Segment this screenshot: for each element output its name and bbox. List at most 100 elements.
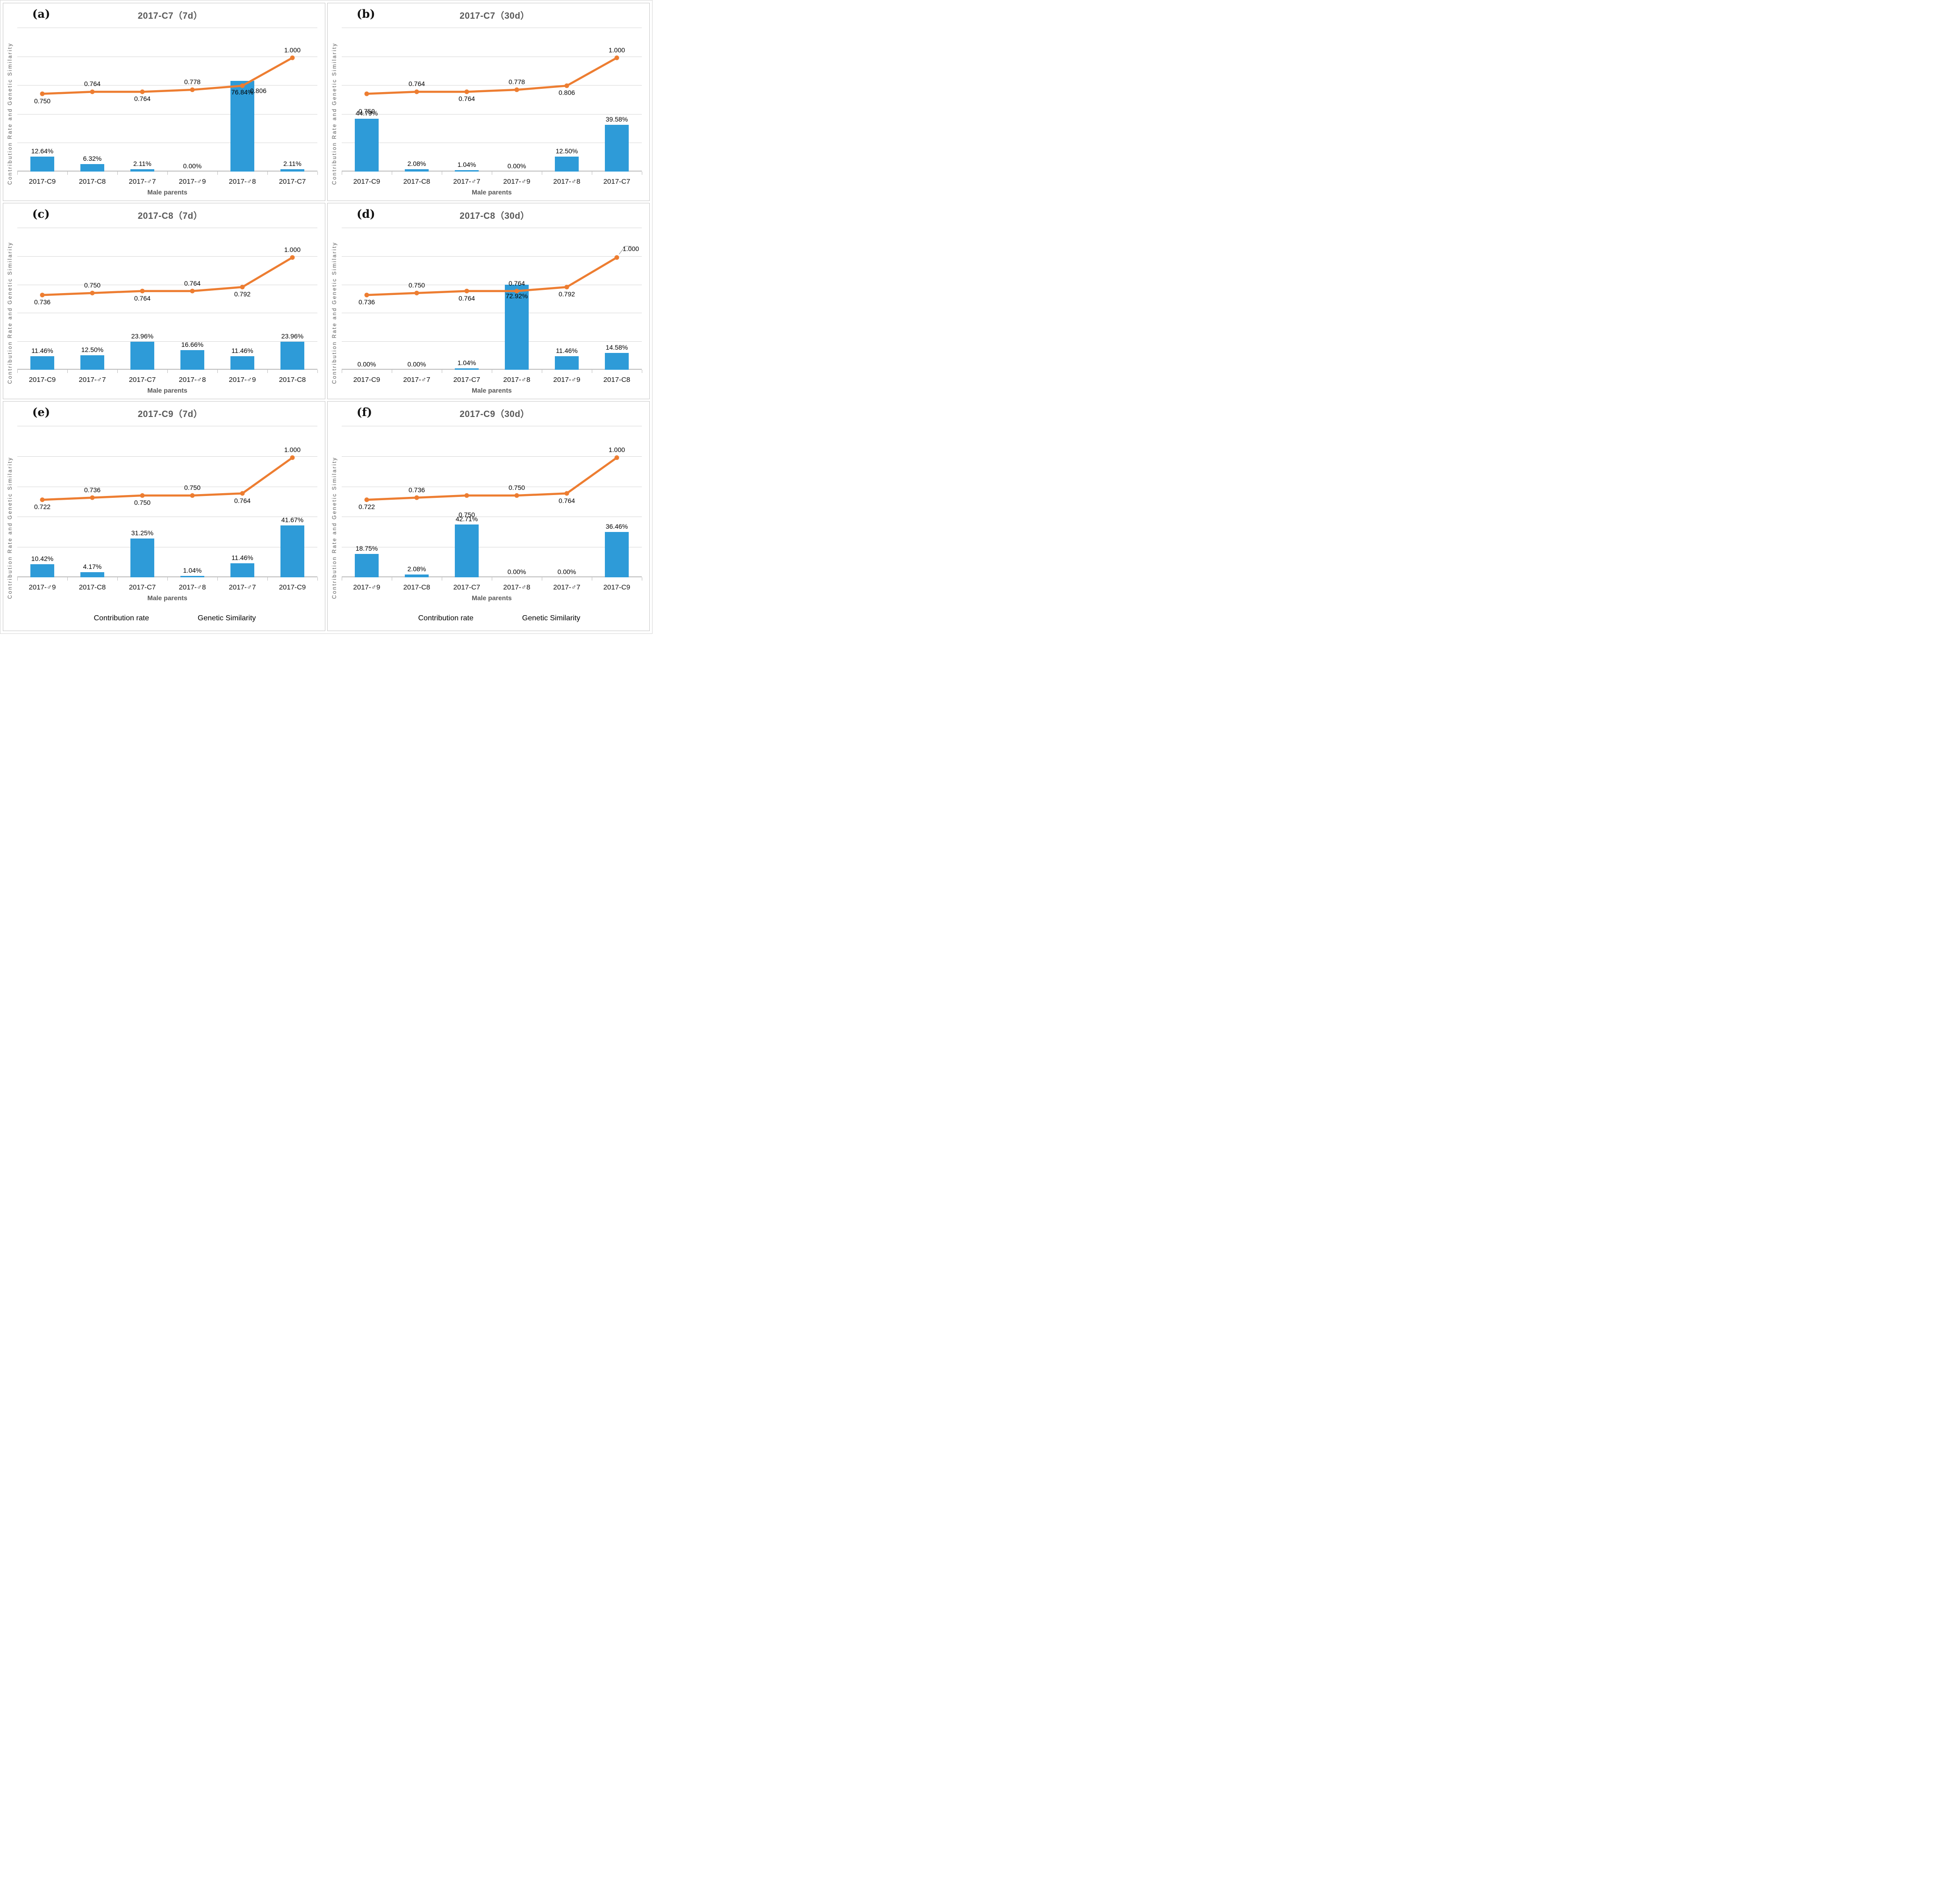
x-axis-title: Male parents	[147, 387, 187, 394]
y-axis-title: Contribution Rate and Genetic Similarity	[332, 456, 337, 599]
bar-data-label: 14.58%	[605, 343, 628, 351]
genetic-similarity-line	[40, 455, 295, 503]
gridline	[17, 85, 317, 86]
bar-data-label: 36.46%	[605, 523, 628, 531]
genetic-similarity-line	[40, 55, 295, 96]
plot-area: 44.79% 2.08% 1.04% 0.00% 12.50% 39.58% 0.750 0.…	[342, 28, 642, 175]
contribution-rate-bar	[130, 342, 155, 370]
legend-item-genetic-similarity: Genetic Similarity	[500, 614, 580, 623]
panel-body: Contribution Rate and Genetic Similarity…	[3, 227, 325, 399]
bar-data-label: 11.46%	[231, 553, 253, 561]
bar-data-label: 11.46%	[31, 347, 53, 355]
axis-tick	[217, 577, 218, 581]
contribution-rate-bar	[454, 524, 479, 577]
panel-c: (c) 2017-C8（7d） Contribution Rate and Ge…	[3, 203, 325, 399]
bar-data-label: 31.25%	[131, 529, 154, 537]
line-data-label: 1.000	[284, 245, 301, 253]
category-label: 2017-C8	[603, 376, 631, 384]
contribution-rate-bar	[604, 532, 629, 577]
bar-data-label: 0.00%	[357, 360, 376, 368]
legend-item-contribution-rate: Contribution rate	[79, 614, 149, 623]
bar-data-label: 6.32%	[83, 155, 102, 163]
genetic-similarity-line	[364, 246, 632, 298]
line-data-label: 0.764	[458, 95, 475, 103]
plot-area: 0.00% 0.00% 1.04% 72.92% 11.46% 14.58% 0.736 0.…	[342, 228, 642, 373]
line-data-label: 0.764	[408, 80, 425, 88]
bar-data-label: 72.92%	[505, 292, 528, 300]
x-axis-title: Male parents	[472, 387, 512, 394]
category-label: 2017-C9	[353, 376, 381, 384]
gridline	[342, 85, 642, 86]
bar-data-label: 23.96%	[281, 332, 304, 340]
panel-body: Contribution Rate and Genetic Similarity…	[3, 425, 325, 631]
category-label: 2017-♂8	[503, 583, 531, 591]
contribution-rate-bar	[130, 538, 155, 577]
panel-a: (a) 2017-C7（7d） Contribution Rate and Ge…	[3, 3, 325, 201]
bar-data-label: 1.04%	[457, 161, 476, 169]
panel-header: (c) 2017-C8（7d）	[3, 203, 325, 227]
contribution-rate-bar	[180, 576, 205, 577]
x-axis-line	[17, 171, 317, 172]
line-data-label: 0.750	[34, 97, 51, 105]
x-axis-line	[342, 171, 642, 172]
bar-data-label: 18.75%	[355, 545, 378, 553]
bar-data-label: 76.84%	[231, 88, 254, 96]
line-data-label: 0.750	[84, 281, 101, 289]
contribution-rate-bar	[354, 118, 379, 172]
contribution-rate-bar	[80, 164, 105, 172]
panel-header: (a) 2017-C7（7d）	[3, 3, 325, 27]
bar-data-label: 2.11%	[283, 159, 302, 167]
line-data-label: 1.000	[622, 244, 639, 252]
genetic-similarity-line	[40, 255, 295, 298]
x-axis-title: Male parents	[147, 188, 187, 196]
line-data-label: 0.764	[84, 80, 101, 88]
category-label: 2017-C7	[129, 376, 156, 384]
contribution-rate-bar	[30, 356, 55, 370]
line-data-label: 0.750	[408, 281, 425, 289]
line-data-label: 0.792	[234, 290, 251, 298]
legend-item-genetic-similarity: Genetic Similarity	[175, 614, 256, 623]
panel-letter: (e)	[32, 405, 50, 419]
contribution-rate-bar	[230, 563, 255, 577]
line-data-label: 0.736	[34, 298, 51, 306]
plot-area: 18.75% 2.08% 42.71% 0.00% 0.00% 36.46% 0.722 0.…	[342, 426, 642, 581]
bar-data-label: 2.08%	[407, 565, 426, 573]
plot-area: 10.42% 4.17% 31.25% 1.04% 11.46% 41.67% 0.722 0…	[17, 426, 318, 581]
contribution-rate-bar	[404, 169, 429, 172]
axis-tick	[267, 370, 268, 373]
bar-data-label: 42.71%	[455, 515, 478, 523]
bar-data-label: 0.00%	[507, 162, 526, 170]
bar-series-swatch-icon	[79, 615, 90, 622]
contribution-rate-bar	[604, 125, 629, 172]
line-data-label: 1.000	[608, 46, 625, 54]
x-axis-category-labels: 2017-C9 2017-C8 2017-♂7 2017-♂9 2017-♂8 2017-…	[17, 172, 317, 188]
bar-data-label: 0.00%	[557, 568, 576, 575]
chart-title: 2017-C8（30d）	[459, 211, 530, 221]
line-data-label: 0.764	[134, 95, 151, 103]
x-axis-line	[17, 576, 317, 577]
category-label: 2017-C8	[79, 178, 106, 186]
contribution-rate-bar	[454, 170, 479, 172]
axis-tick	[117, 370, 118, 373]
category-label: 2017-♂9	[553, 376, 581, 384]
line-data-label: 0.764	[184, 279, 201, 287]
genetic-similarity-line	[364, 55, 619, 96]
contribution-rate-bar	[130, 169, 155, 172]
x-axis-line	[342, 576, 642, 577]
category-label: 2017-♂8	[179, 376, 206, 384]
panel-b: (b) 2017-C7（30d） Contribution Rate and G…	[327, 3, 650, 201]
x-axis-category-labels: 2017-♂9 2017-C8 2017-C7 2017-♂8 2017-♂7 2017-…	[17, 577, 317, 594]
y-axis-title: Contribution Rate and Genetic Similarity	[332, 42, 337, 185]
axis-tick	[17, 577, 18, 581]
chart-title: 2017-C8（7d）	[137, 211, 203, 221]
category-label: 2017-♂9	[229, 376, 256, 384]
bar-data-label: 11.46%	[556, 347, 578, 355]
line-data-label: 0.750	[458, 511, 475, 519]
line-data-label: 0.750	[134, 499, 151, 507]
axis-tick	[17, 370, 18, 373]
gridline	[17, 341, 317, 342]
panel-body: Contribution Rate and Genetic Similarity…	[328, 27, 649, 201]
gridline	[17, 256, 317, 257]
contribution-rate-bar	[230, 80, 255, 172]
category-label: 2017-C7	[279, 178, 306, 186]
